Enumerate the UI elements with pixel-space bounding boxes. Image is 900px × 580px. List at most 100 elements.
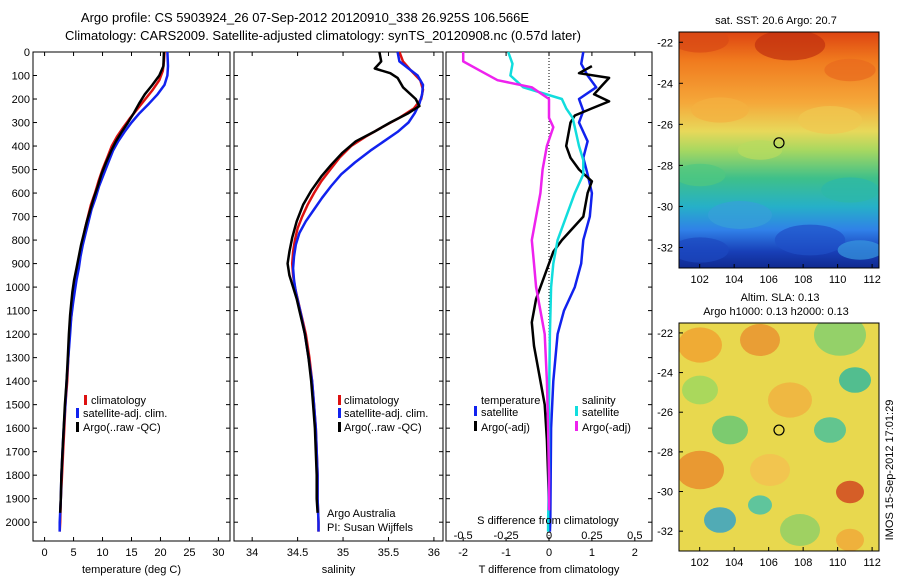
depth-tick-label: 1200 — [6, 329, 30, 341]
map-y-tick-label: -32 — [657, 526, 673, 538]
map-y-tick-label: -32 — [657, 242, 673, 254]
map-y-tick-label: -30 — [657, 201, 673, 213]
sla-map-title: Altim. SLA: 0.13 — [741, 292, 820, 304]
x-tick-label: 1 — [589, 547, 595, 559]
x-tick-label: 20 — [154, 547, 166, 559]
depth-tick-label: 1800 — [6, 470, 30, 482]
legend-swatch-temp-argo — [474, 421, 477, 431]
x-tick-label: 36 — [428, 547, 440, 559]
top-tick-label: 0.25 — [581, 530, 602, 542]
sla-texture-blob — [839, 367, 871, 393]
sla-texture-blob — [679, 450, 724, 490]
legend-swatch-satellite — [338, 408, 341, 418]
series-line-argo-raw-qc- — [286, 51, 421, 513]
sla-texture-blob — [814, 323, 866, 356]
depth-tick-label: 0 — [24, 47, 30, 59]
title-line-1: Argo profile: CS 5903924_26 07-Sep-2012 … — [81, 10, 529, 25]
legend-label-climatology: climatology — [344, 395, 400, 407]
map-x-tick-label: 102 — [691, 557, 709, 569]
sla-texture-blob — [682, 375, 718, 405]
sla-texture-blob — [814, 417, 846, 443]
map-x-tick-label: 102 — [691, 274, 709, 286]
plot-frame — [32, 51, 231, 542]
sla-texture-blob — [836, 480, 864, 504]
depth-tick-label: 600 — [12, 188, 30, 200]
sst-texture-blob — [737, 140, 783, 160]
legend-title-temperature: temperature — [481, 395, 540, 407]
depth-tick-label: 400 — [12, 141, 30, 153]
sst-map-panel: sat. SST: 20.6 Argo: 20.7 102 104 106 108 11… — [657, 15, 881, 286]
legend-label-argo: Argo(..raw -QC) — [83, 422, 161, 434]
depth-tick-label: 1600 — [6, 423, 30, 435]
sst-map-frame — [678, 31, 880, 269]
map-y-tick-label: -22 — [657, 37, 673, 49]
sla-texture-blob — [704, 507, 736, 533]
sst-texture-blob — [691, 97, 749, 123]
map-x-tick-label: 110 — [829, 557, 847, 569]
map-x-tick-label: 108 — [794, 557, 812, 569]
x-tick-label: 0 — [546, 547, 552, 559]
legend-label-satellite: satellite-adj. clim. — [83, 408, 167, 420]
depth-tick-label: 800 — [12, 235, 30, 247]
x-tick-label: -1 — [501, 547, 511, 559]
legend-swatch-satellite — [76, 408, 79, 418]
legend-label-argo: Argo(..raw -QC) — [344, 422, 422, 434]
map-x-tick-label: 106 — [759, 274, 777, 286]
x-tick-label: 30 — [212, 547, 224, 559]
temperature-profile-panel: 0100200300400500600700800900100011001200… — [6, 47, 231, 576]
depth-tick-label: 500 — [12, 165, 30, 177]
legend-swatch-sal-argo — [575, 421, 578, 431]
sla-texture-blob — [748, 495, 772, 515]
depth-tick-label: 700 — [12, 212, 30, 224]
x-tick-label: 34.5 — [287, 547, 308, 559]
legend-label-temp-satellite: satellite — [481, 407, 518, 419]
sla-map-subtitle: Argo h1000: 0.13 h2000: 0.13 — [703, 306, 849, 318]
depth-tick-label: 100 — [12, 71, 30, 83]
x-tick-label: 10 — [96, 547, 108, 559]
credit-line-1: Argo Australia — [327, 508, 396, 520]
sla-texture-blob — [836, 528, 864, 551]
legend-title-salinity: salinity — [582, 395, 616, 407]
x-tick-label: 35 — [337, 547, 349, 559]
x-tick-label: 2 — [632, 547, 638, 559]
map-x-tick-label: 104 — [725, 557, 743, 569]
argo-position-marker — [773, 424, 785, 436]
sla-texture-blob — [712, 415, 748, 445]
legend-label-satellite: satellite-adj. clim. — [344, 408, 428, 420]
legend-label-climatology: climatology — [91, 395, 147, 407]
map-y-tick-label: -22 — [657, 328, 673, 340]
legend-swatch-sal-satellite — [575, 406, 578, 416]
map-y-tick-label: -28 — [657, 447, 673, 459]
map-x-tick-label: 112 — [863, 274, 881, 286]
series-line-salinity-argo-adj- — [461, 52, 555, 511]
depth-tick-label: 1100 — [6, 306, 30, 318]
legend-swatch-climatology — [84, 395, 87, 405]
map-x-tick-label: 108 — [794, 274, 812, 286]
depth-tick-label: 300 — [12, 118, 30, 130]
footer-timestamp: IMOS 15-Sep-2012 17:01:29 — [884, 400, 896, 541]
x-tick-label: 0 — [42, 547, 48, 559]
depth-tick-label: 200 — [12, 94, 30, 106]
legend-label-sal-satellite: satellite — [582, 407, 619, 419]
map-y-tick-label: -26 — [657, 407, 673, 419]
top-tick-label: -0.5 — [454, 530, 473, 542]
temperature-legend: climatology satellite-adj. clim. Argo(..… — [76, 395, 167, 434]
legend-label-temp-argo: Argo(-adj) — [481, 422, 530, 434]
salinity-legend: climatology satellite-adj. clim. Argo(..… — [327, 395, 428, 534]
series-line-temperature-satellite — [548, 51, 598, 532]
x-tick-label: 15 — [125, 547, 137, 559]
map-x-tick-label: 104 — [725, 274, 743, 286]
x-tick-label: 25 — [183, 547, 195, 559]
series-line-temperature-argo-adj- — [530, 65, 611, 511]
sst-texture-blob — [708, 201, 772, 229]
sla-texture-blob — [740, 324, 780, 356]
map-y-tick-label: -24 — [657, 78, 673, 90]
sla-texture-blob — [750, 454, 790, 486]
legend-swatch-temp-satellite — [474, 406, 477, 416]
map-y-tick-label: -26 — [657, 119, 673, 131]
legend-label-sal-argo: Argo(-adj) — [582, 422, 631, 434]
sst-texture-blob — [837, 240, 879, 260]
map-y-tick-label: -24 — [657, 368, 673, 380]
sst-texture-blob — [754, 32, 826, 61]
sst-texture-blob — [824, 58, 876, 82]
